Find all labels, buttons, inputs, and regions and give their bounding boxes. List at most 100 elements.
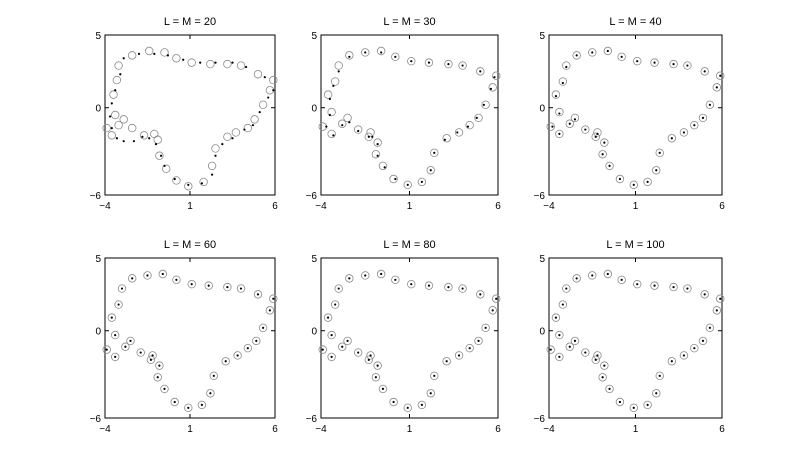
data-point-dot [715, 309, 718, 312]
data-point-dot [429, 169, 432, 172]
data-point-dot [618, 400, 622, 404]
data-point-circle [361, 271, 370, 280]
data-point-dot [367, 135, 370, 138]
data-point-dot [420, 180, 423, 184]
data-point-circle [221, 357, 230, 366]
data-point-circle [643, 177, 652, 187]
data-point-circle [465, 343, 474, 353]
x-tick-label: −4 [99, 201, 111, 212]
data-point-circle [327, 107, 336, 117]
data-point-dot [406, 406, 409, 409]
data-point-dot [175, 278, 178, 281]
data-point-circle [102, 345, 111, 354]
chart-title: L = M = 80 [383, 239, 435, 251]
data-point-dot [632, 183, 635, 186]
chart-title: L = M = 40 [609, 16, 661, 28]
data-point-circle [488, 83, 497, 92]
data-point-circle [119, 115, 128, 124]
data-point-circle [110, 110, 120, 120]
data-point-circle [172, 275, 181, 285]
data-point-dot [332, 134, 335, 137]
data-point-circle [318, 345, 327, 354]
data-point-dot [148, 137, 151, 140]
data-point-dot [376, 364, 379, 367]
data-point-dot [209, 392, 212, 395]
data-point-circle [269, 294, 278, 303]
data-point-circle [481, 100, 490, 110]
data-point-dot [484, 326, 487, 329]
data-point-circle [476, 290, 485, 299]
data-point-circle [160, 48, 169, 57]
data-point-dot [141, 135, 144, 138]
data-point-circle [373, 361, 382, 370]
data-point-dot [341, 124, 344, 127]
data-point-dot [337, 287, 340, 290]
x-tick-label: 6 [495, 424, 501, 435]
data-point-dot [357, 129, 360, 133]
data-point-dot [139, 351, 142, 354]
data-point-dot [573, 118, 577, 121]
data-point-circle [458, 284, 467, 293]
data-point-circle [338, 342, 347, 351]
data-point-circle [683, 284, 692, 293]
data-point-circle [206, 389, 215, 398]
data-point-circle [716, 71, 725, 80]
data-point-dot [131, 277, 134, 280]
data-point-dot [561, 303, 564, 306]
data-point-dot [166, 54, 169, 57]
data-point-dot [447, 285, 450, 289]
data-point-circle [107, 131, 116, 140]
data-point-dot [394, 278, 397, 281]
y-tick-label: 0 [311, 327, 317, 338]
data-point-circle [258, 100, 268, 110]
data-point-circle [184, 182, 193, 191]
data-point-circle [555, 107, 564, 117]
data-point-circle [603, 269, 613, 279]
data-point-circle [581, 348, 590, 357]
data-point-circle [389, 397, 398, 407]
y-tick-label: −6 [306, 191, 318, 202]
data-point-circle [605, 384, 614, 394]
data-point-dot [461, 287, 464, 290]
x-tick-label: 1 [407, 424, 413, 435]
data-point-circle [407, 279, 416, 289]
data-point-circle [211, 144, 220, 153]
data-point-dot [703, 293, 706, 296]
data-point-circle [454, 128, 464, 137]
data-point-dot [554, 316, 558, 319]
y-tick-label: 5 [95, 254, 101, 265]
data-point-dot [321, 348, 324, 351]
data-point-circle [371, 373, 381, 382]
data-point-circle [150, 129, 159, 139]
data-point-dot [348, 277, 351, 280]
data-point-dot [115, 137, 118, 140]
data-point-circle [555, 330, 564, 340]
data-point-circle [669, 282, 678, 292]
data-point-circle [546, 122, 555, 131]
data-point-circle [652, 166, 661, 175]
data-point-dot [701, 116, 705, 120]
data-point-circle [698, 336, 708, 346]
data-point-circle [572, 51, 581, 60]
data-point-circle [588, 48, 597, 57]
data-point-circle [444, 59, 453, 69]
data-point-dot [479, 70, 482, 73]
x-tick-label: 6 [719, 201, 725, 212]
data-point-circle [209, 371, 218, 381]
data-point-dot [573, 339, 577, 343]
data-point-circle [716, 294, 725, 303]
data-point-dot [445, 360, 448, 363]
data-point-circle [126, 336, 135, 346]
data-point-dot [153, 52, 156, 56]
data-point-circle [153, 135, 162, 144]
data-point-circle [172, 176, 181, 185]
data-point-circle [243, 343, 252, 353]
data-point-dot [468, 347, 471, 350]
data-point-circle [334, 284, 343, 293]
data-point-circle [327, 129, 336, 139]
data-point-circle [667, 357, 677, 366]
data-point-circle [223, 132, 232, 142]
data-point-circle [187, 58, 196, 67]
x-tick-label: 1 [633, 201, 639, 212]
data-point-dot [173, 400, 176, 404]
